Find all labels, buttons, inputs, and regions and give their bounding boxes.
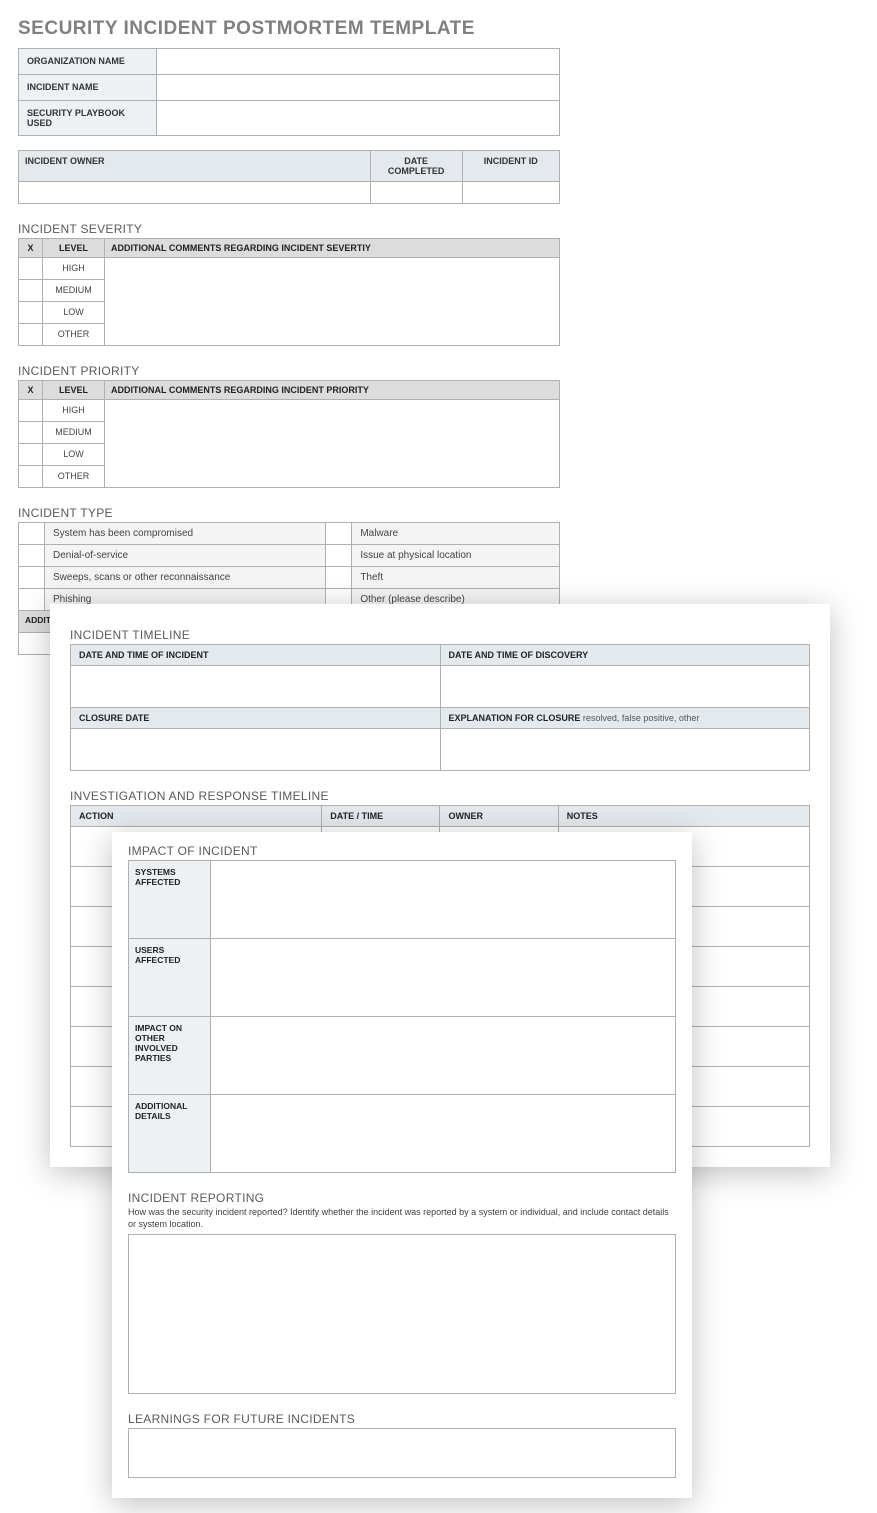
type-check-recon[interactable] — [19, 567, 45, 589]
type-check-physical[interactable] — [326, 545, 352, 567]
severity-comments-field[interactable] — [105, 258, 560, 346]
timeline-discovery-date-field[interactable] — [440, 666, 810, 708]
impact-additional-label: ADDITIONAL DETAILS — [129, 1095, 211, 1173]
impact-other-parties-field[interactable] — [211, 1017, 676, 1095]
timeline-incident-date-field[interactable] — [71, 666, 441, 708]
inv-col-owner: OWNER — [440, 806, 558, 827]
priority-col-comments: ADDITIONAL COMMENTS REGARDING INCIDENT P… — [105, 381, 560, 400]
timeline-explanation-field[interactable] — [440, 729, 810, 771]
reporting-subtext: How was the security incident reported? … — [128, 1207, 676, 1230]
explanation-rest: resolved, false positive, other — [580, 713, 699, 723]
priority-level: HIGH — [43, 400, 105, 422]
owner-table: INCIDENT OWNER DATE COMPLETED INCIDENT I… — [18, 150, 560, 204]
table-row: ORGANIZATION NAME — [19, 49, 560, 75]
priority-comments-field[interactable] — [105, 400, 560, 488]
org-name-field[interactable] — [157, 49, 560, 75]
priority-col-level: LEVEL — [43, 381, 105, 400]
owner-field[interactable] — [19, 182, 371, 204]
severity-table: X LEVEL ADDITIONAL COMMENTS REGARDING IN… — [18, 238, 560, 346]
priority-level: LOW — [43, 444, 105, 466]
investigation-heading: INVESTIGATION AND RESPONSE TIMELINE — [70, 789, 810, 803]
type-label: Denial-of-service — [45, 545, 326, 567]
severity-level: LOW — [43, 302, 105, 324]
type-label: System has been compromised — [45, 523, 326, 545]
type-check-theft[interactable] — [326, 567, 352, 589]
severity-level: OTHER — [43, 324, 105, 346]
impact-systems-field[interactable] — [211, 861, 676, 939]
impact-heading: IMPACT OF INCIDENT — [128, 844, 676, 858]
learnings-field[interactable] — [128, 1428, 676, 1478]
timeline-heading: INCIDENT TIMELINE — [70, 628, 810, 642]
reporting-heading: INCIDENT REPORTING — [128, 1191, 676, 1205]
priority-level: OTHER — [43, 466, 105, 488]
reporting-field[interactable] — [128, 1234, 676, 1394]
identity-table: ORGANIZATION NAME INCIDENT NAME SECURITY… — [18, 48, 560, 136]
timeline-incident-date-header: DATE AND TIME OF INCIDENT — [71, 645, 441, 666]
impact-users-field[interactable] — [211, 939, 676, 1017]
type-label: Malware — [352, 523, 560, 545]
impact-additional-field[interactable] — [211, 1095, 676, 1173]
inv-col-datetime: DATE / TIME — [322, 806, 440, 827]
page-3: IMPACT OF INCIDENT SYSTEMS AFFECTED USER… — [112, 832, 692, 1498]
priority-table: X LEVEL ADDITIONAL COMMENTS REGARDING IN… — [18, 380, 560, 488]
type-check-compromised[interactable] — [19, 523, 45, 545]
priority-heading: INCIDENT PRIORITY — [18, 364, 560, 378]
inv-col-action: ACTION — [71, 806, 322, 827]
timeline-table: DATE AND TIME OF INCIDENT DATE AND TIME … — [70, 644, 810, 771]
severity-x-low[interactable] — [19, 302, 43, 324]
impact-table: SYSTEMS AFFECTED USERS AFFECTED IMPACT O… — [128, 860, 676, 1173]
type-label: Theft — [352, 567, 560, 589]
incident-id-field[interactable] — [462, 182, 559, 204]
incident-name-label: INCIDENT NAME — [19, 75, 157, 101]
severity-x-medium[interactable] — [19, 280, 43, 302]
severity-col-x: X — [19, 239, 43, 258]
timeline-explanation-header: EXPLANATION FOR CLOSURE resolved, false … — [440, 708, 810, 729]
timeline-discovery-date-header: DATE AND TIME OF DISCOVERY — [440, 645, 810, 666]
severity-heading: INCIDENT SEVERITY — [18, 222, 560, 236]
type-label: Sweeps, scans or other reconnaissance — [45, 567, 326, 589]
playbook-label: SECURITY PLAYBOOK USED — [19, 101, 157, 136]
priority-x-low[interactable] — [19, 444, 43, 466]
severity-x-other[interactable] — [19, 324, 43, 346]
impact-other-parties-label: IMPACT ON OTHER INVOLVED PARTIES — [129, 1017, 211, 1095]
table-row: INCIDENT NAME — [19, 75, 560, 101]
type-check-dos[interactable] — [19, 545, 45, 567]
severity-level: MEDIUM — [43, 280, 105, 302]
org-name-label: ORGANIZATION NAME — [19, 49, 157, 75]
date-completed-field[interactable] — [370, 182, 462, 204]
incident-type-heading: INCIDENT TYPE — [18, 506, 560, 520]
type-check-malware[interactable] — [326, 523, 352, 545]
priority-x-high[interactable] — [19, 400, 43, 422]
priority-x-other[interactable] — [19, 466, 43, 488]
explanation-bold: EXPLANATION FOR CLOSURE — [449, 713, 581, 723]
learnings-heading: LEARNINGS FOR FUTURE INCIDENTS — [128, 1412, 676, 1426]
type-check-phishing[interactable] — [19, 589, 45, 611]
inv-col-notes: NOTES — [558, 806, 809, 827]
severity-x-high[interactable] — [19, 258, 43, 280]
incident-id-header: INCIDENT ID — [462, 151, 559, 182]
timeline-closure-date-header: CLOSURE DATE — [71, 708, 441, 729]
owner-header: INCIDENT OWNER — [19, 151, 371, 182]
severity-level: HIGH — [43, 258, 105, 280]
priority-level: MEDIUM — [43, 422, 105, 444]
severity-col-comments: ADDITIONAL COMMENTS REGARDING INCIDENT S… — [105, 239, 560, 258]
impact-systems-label: SYSTEMS AFFECTED — [129, 861, 211, 939]
timeline-closure-date-field[interactable] — [71, 729, 441, 771]
priority-x-medium[interactable] — [19, 422, 43, 444]
type-label: Issue at physical location — [352, 545, 560, 567]
playbook-field[interactable] — [157, 101, 560, 136]
table-row: SECURITY PLAYBOOK USED — [19, 101, 560, 136]
incident-name-field[interactable] — [157, 75, 560, 101]
date-completed-header: DATE COMPLETED — [370, 151, 462, 182]
priority-col-x: X — [19, 381, 43, 400]
impact-users-label: USERS AFFECTED — [129, 939, 211, 1017]
document-title: SECURITY INCIDENT POSTMORTEM TEMPLATE — [18, 18, 560, 40]
severity-col-level: LEVEL — [43, 239, 105, 258]
